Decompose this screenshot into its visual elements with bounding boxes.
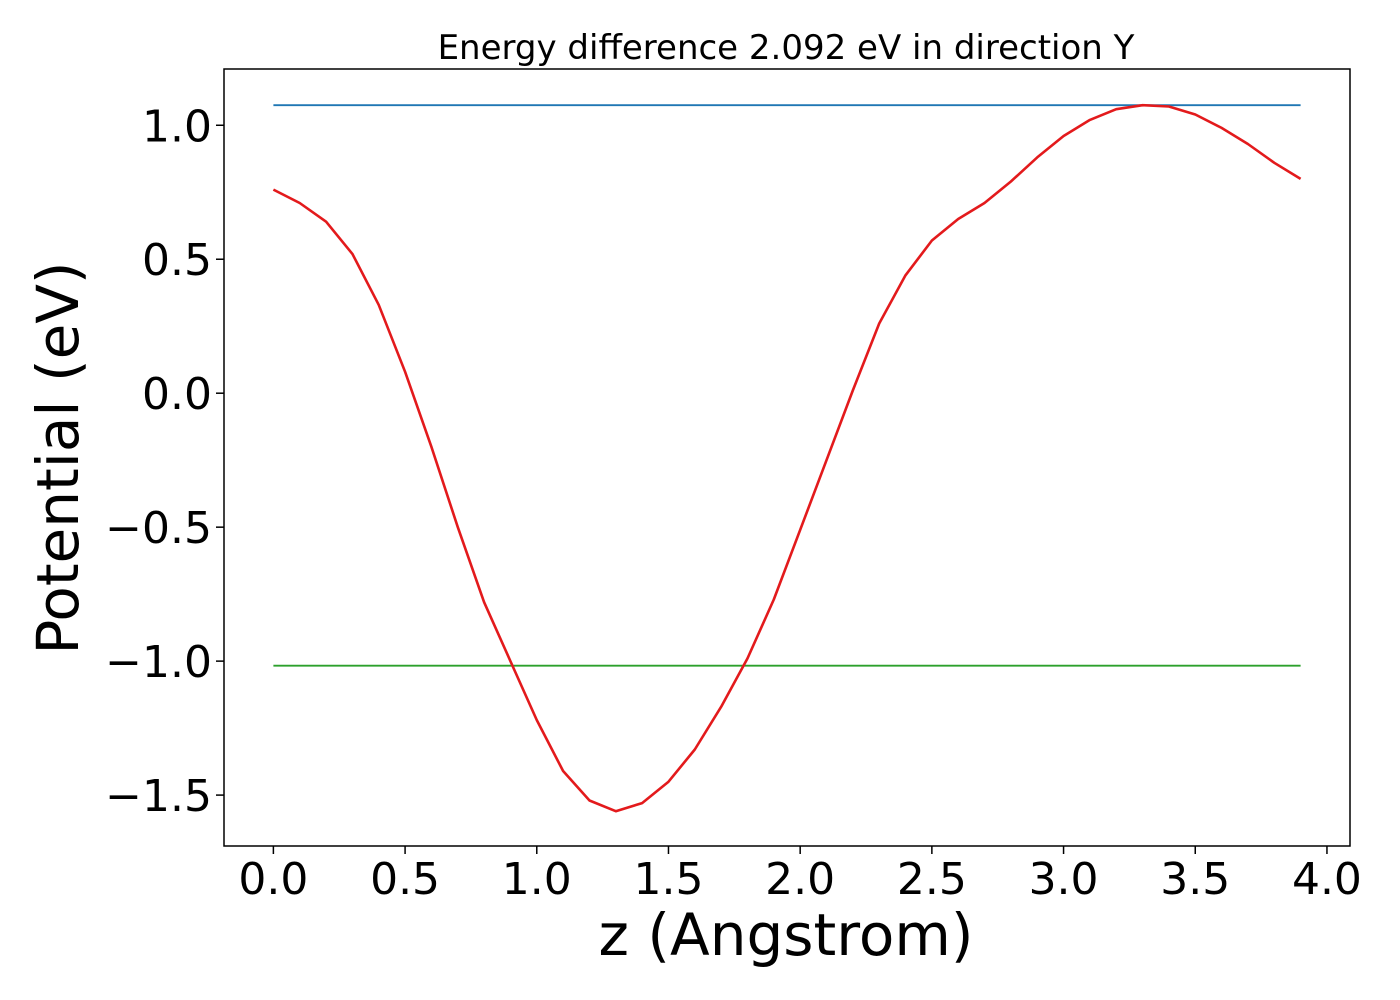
plot-frame: [223, 68, 1351, 847]
y-tick-label: 0.5: [142, 235, 212, 286]
plot-area: [272, 103, 1302, 813]
y-tick-label: −1.5: [105, 771, 212, 822]
x-tick-label: 0.0: [238, 854, 308, 905]
y-axis: 1.0 0.5 0.0 −0.5 −1.0 −1.5: [105, 101, 224, 822]
x-tick-label: 1.5: [633, 854, 703, 905]
x-tick-label: 1.0: [502, 854, 572, 905]
y-tick-label: 1.0: [142, 101, 212, 152]
x-tick-label: 2.0: [765, 854, 835, 905]
y-tick-label: −1.0: [105, 637, 212, 688]
x-tick-label: 3.5: [1160, 854, 1230, 905]
x-tick-label: 0.5: [370, 854, 440, 905]
y-tick-label: 0.0: [142, 369, 212, 420]
x-axis-label: z (Angstrom): [599, 901, 974, 969]
y-tick-label: −0.5: [105, 503, 212, 554]
x-tick-label: 2.5: [897, 854, 967, 905]
x-tick-label: 4.0: [1292, 854, 1362, 905]
y-axis-label: Potential (eV): [24, 261, 92, 654]
x-axis: 0.0 0.5 1.0 1.5 2.0 2.5 3.0 3.5 4.0: [238, 846, 1362, 905]
chart-title: Energy difference 2.092 eV in direction …: [438, 28, 1135, 68]
potential-curve: [272, 103, 1302, 813]
x-tick-label: 3.0: [1029, 854, 1099, 905]
